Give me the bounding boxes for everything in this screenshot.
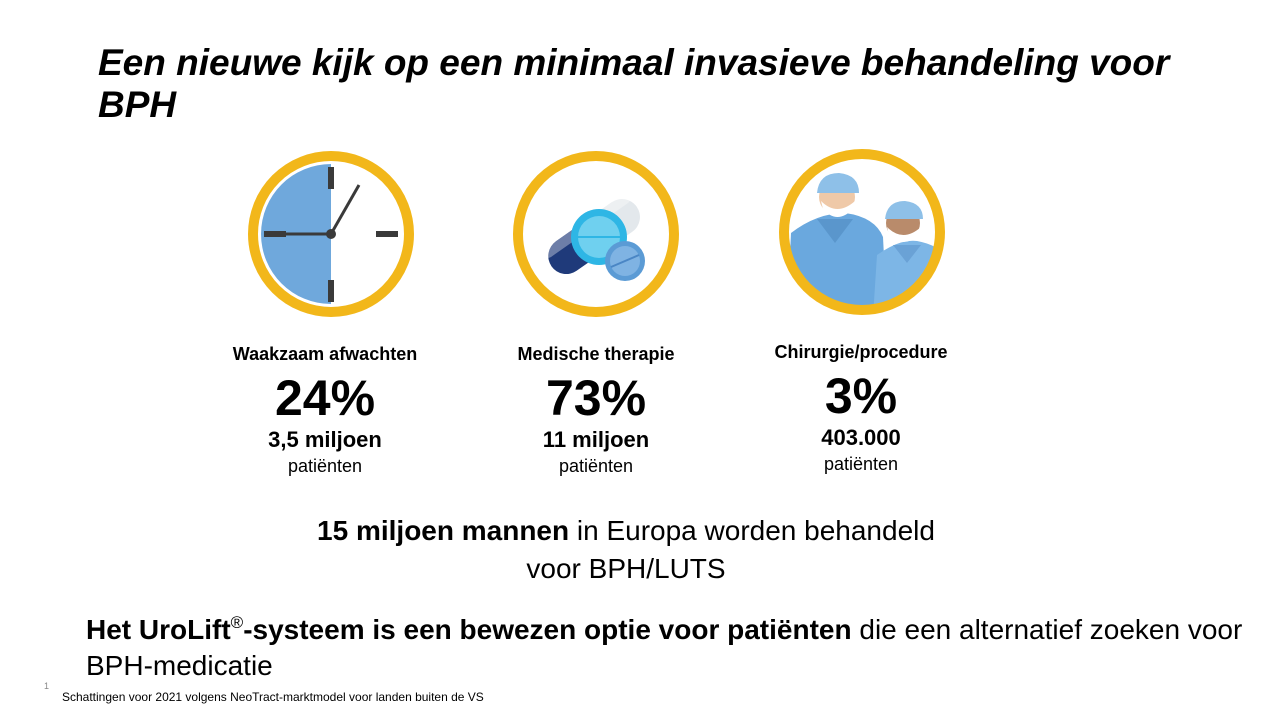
slide-number: 1 xyxy=(44,681,50,691)
summary-bold: 15 miljoen mannen xyxy=(317,515,570,546)
statement-bold-1: Het UroLift xyxy=(86,614,231,645)
pills-icon xyxy=(511,149,681,319)
stat-label: Chirurgie/procedure xyxy=(774,342,948,362)
stat-unit: patiënten xyxy=(287,456,363,476)
stat-unit: patiënten xyxy=(558,456,634,476)
stat-count: 3,5 miljoen xyxy=(268,427,382,452)
statement-rest: die een alternatief zoeken voor BPH-medi… xyxy=(86,614,1243,681)
urolift-statement: Het UroLift®-systeem is een bewezen opti… xyxy=(86,612,1246,684)
stat-surgery: Chirurgie/procedure 3% 403.000 patiënten xyxy=(731,341,991,477)
stat-unit: patiënten xyxy=(823,454,899,474)
slide-title: Een nieuwe kijk op een minimaal invasiev… xyxy=(98,42,1170,125)
summary-text: 15 miljoen mannen in Europa worden behan… xyxy=(300,512,952,588)
stat-percent: 73% xyxy=(545,370,647,426)
clock-icon xyxy=(246,149,416,319)
stat-medical-therapy: Medische therapie 73% 11 miljoen patiënt… xyxy=(466,343,726,479)
stat-percent: 24% xyxy=(274,370,376,426)
stat-percent: 3% xyxy=(824,368,898,424)
stat-count: 11 miljoen xyxy=(542,427,650,452)
footnote: Schattingen voor 2021 volgens NeoTract-m… xyxy=(62,690,484,704)
stat-watchful-waiting: Waakzaam afwachten 24% 3,5 miljoen patië… xyxy=(195,343,455,479)
stat-label: Waakzaam afwachten xyxy=(232,344,418,364)
summary-rest: in Europa worden behandeld voor BPH/LUTS xyxy=(526,515,935,584)
registered-mark: ® xyxy=(230,613,244,632)
statement-bold-2: -systeem is een bewezen optie voor patië… xyxy=(243,614,852,645)
surgeons-icon xyxy=(777,147,947,317)
stat-count: 403.000 xyxy=(821,425,901,450)
stat-label: Medische therapie xyxy=(517,344,675,364)
